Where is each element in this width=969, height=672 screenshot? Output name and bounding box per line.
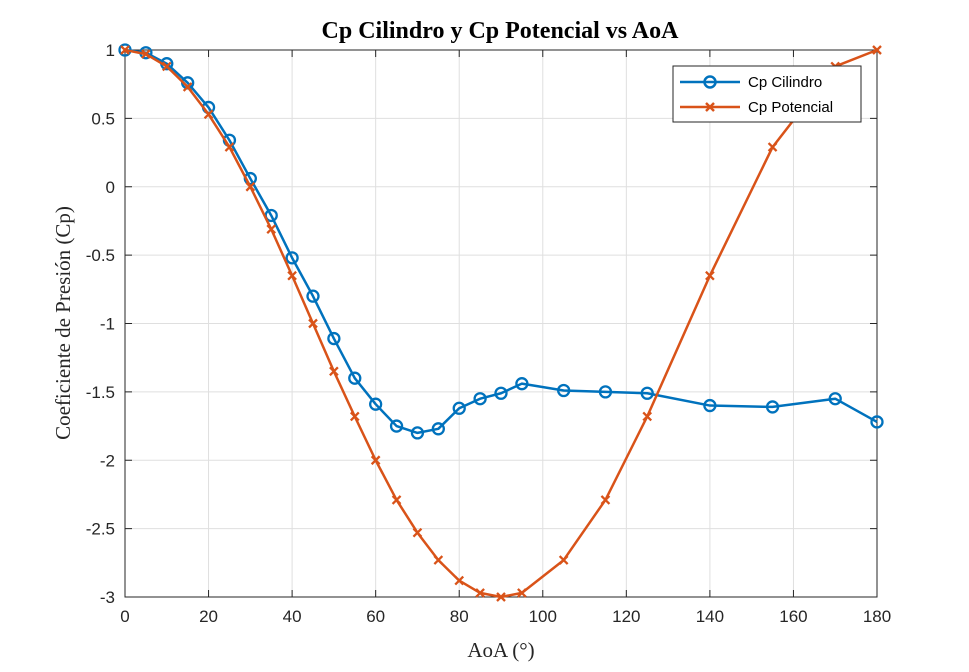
x-tick-label: 40 xyxy=(283,607,302,626)
data-point xyxy=(370,455,381,466)
data-point xyxy=(412,527,423,538)
data-point xyxy=(120,45,130,55)
legend-label-cilindro: Cp Cilindro xyxy=(748,74,822,91)
data-point xyxy=(517,588,527,598)
x-axis-label: AoA (°) xyxy=(467,638,534,662)
data-point xyxy=(515,377,529,391)
data-point xyxy=(767,142,778,152)
data-point xyxy=(141,49,151,59)
x-tick-label: 20 xyxy=(199,607,218,626)
data-point xyxy=(828,392,842,406)
data-point xyxy=(600,495,611,505)
x-tick-label: 100 xyxy=(529,607,557,626)
data-point xyxy=(161,61,172,72)
chart-title: Cp Cilindro y Cp Potencial vs AoA xyxy=(322,18,680,44)
data-point xyxy=(285,251,299,265)
y-tick-label: -2 xyxy=(100,451,115,470)
data-point xyxy=(765,400,780,414)
x-tick-label: 0 xyxy=(120,607,129,626)
legend-marker-potencial xyxy=(705,102,715,112)
grid-lines xyxy=(124,49,878,598)
data-point xyxy=(557,383,571,398)
data-point xyxy=(870,415,884,429)
series-layer xyxy=(118,43,884,602)
x-tick-label: 80 xyxy=(450,607,469,626)
tick-marks xyxy=(124,49,878,598)
data-point xyxy=(203,109,214,120)
y-tick-label: 0.5 xyxy=(91,109,115,128)
data-point xyxy=(705,270,715,281)
y-tick-label: 1 xyxy=(106,41,115,60)
data-point xyxy=(308,318,318,329)
data-point xyxy=(454,575,465,586)
y-tick-label: -1.5 xyxy=(86,383,115,402)
data-point xyxy=(389,419,404,433)
data-point xyxy=(327,331,341,346)
x-tick-label: 160 xyxy=(779,607,807,626)
y-tick-label: -3 xyxy=(100,588,115,607)
data-point xyxy=(494,386,508,400)
data-point xyxy=(703,398,717,413)
data-point xyxy=(475,588,485,598)
tick-labels: 0 20 40 60 80 100 120 140 160 180 -3 -2.5 -2 -1.5 -1 -0… xyxy=(86,41,891,626)
data-point xyxy=(558,555,569,565)
data-point xyxy=(642,411,653,422)
y-axis-label: Coeficiente de Presión (Cp) xyxy=(51,206,75,440)
data-point xyxy=(431,422,445,436)
legend-label-potencial: Cp Potencial xyxy=(748,99,833,116)
data-point xyxy=(306,289,320,303)
data-point xyxy=(473,392,487,406)
data-point xyxy=(287,270,297,281)
x-tick-label: 60 xyxy=(366,607,385,626)
data-point xyxy=(329,366,339,377)
data-point xyxy=(266,224,277,234)
data-point xyxy=(640,386,654,400)
y-tick-label: -0.5 xyxy=(86,246,115,265)
data-point xyxy=(410,426,425,440)
x-tick-label: 140 xyxy=(696,607,724,626)
data-point xyxy=(872,45,882,55)
y-tick-label: -1 xyxy=(100,315,115,334)
data-point xyxy=(182,82,193,92)
series-potencial xyxy=(120,45,882,602)
data-point xyxy=(391,495,402,505)
data-point xyxy=(433,555,444,565)
x-tick-label: 180 xyxy=(863,607,891,626)
data-point xyxy=(452,401,466,415)
y-tick-label: 0 xyxy=(106,178,115,197)
data-point xyxy=(369,397,383,411)
legend-box xyxy=(672,65,862,123)
data-point xyxy=(224,142,235,152)
y-tick-label: -2.5 xyxy=(86,520,115,539)
x-tick-label: 120 xyxy=(612,607,640,626)
data-point xyxy=(496,592,506,602)
data-point xyxy=(348,371,362,385)
data-point xyxy=(598,385,613,399)
series-cilindro xyxy=(118,43,884,440)
data-point xyxy=(349,411,360,422)
data-point xyxy=(245,181,256,192)
legend-marker-cilindro xyxy=(703,75,717,89)
legend: Cp Cilindro Cp Potencial xyxy=(672,65,862,123)
series-line xyxy=(124,48,878,435)
